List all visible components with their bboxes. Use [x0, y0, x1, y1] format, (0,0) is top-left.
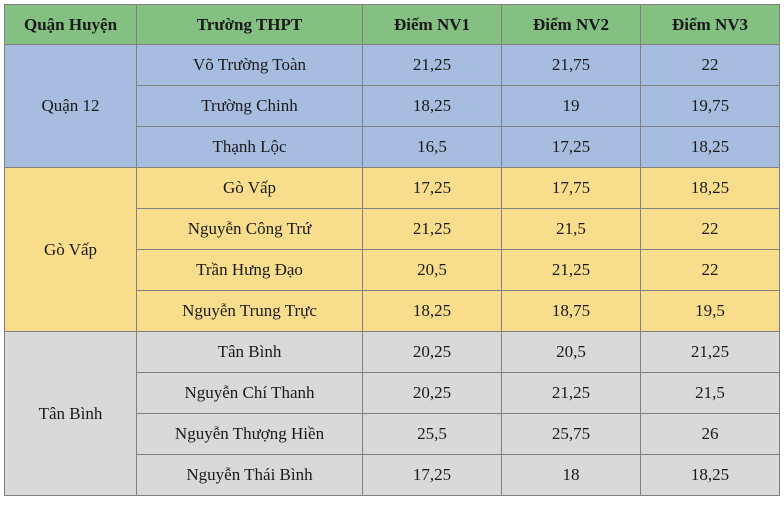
- school-cell: Thạnh Lộc: [137, 127, 363, 168]
- nv2-cell: 21,25: [502, 373, 641, 414]
- nv1-cell: 20,5: [363, 250, 502, 291]
- nv1-cell: 18,25: [363, 291, 502, 332]
- school-cell: Trần Hưng Đạo: [137, 250, 363, 291]
- nv2-cell: 25,75: [502, 414, 641, 455]
- nv1-cell: 17,25: [363, 455, 502, 496]
- nv2-cell: 18,75: [502, 291, 641, 332]
- nv2-cell: 17,25: [502, 127, 641, 168]
- nv3-cell: 19,5: [641, 291, 780, 332]
- district-cell: Gò Vấp: [5, 168, 137, 332]
- school-cell: Nguyễn Trung Trực: [137, 291, 363, 332]
- table-row: Gò VấpGò Vấp17,2517,7518,25: [5, 168, 780, 209]
- nv1-cell: 20,25: [363, 373, 502, 414]
- nv3-cell: 18,25: [641, 455, 780, 496]
- nv1-cell: 16,5: [363, 127, 502, 168]
- school-cell: Tân Bình: [137, 332, 363, 373]
- nv2-cell: 21,5: [502, 209, 641, 250]
- nv1-cell: 21,25: [363, 209, 502, 250]
- col-nv1: Điểm NV1: [363, 5, 502, 45]
- nv3-cell: 22: [641, 45, 780, 86]
- nv3-cell: 21,5: [641, 373, 780, 414]
- header-row: Quận Huyện Trường THPT Điểm NV1 Điểm NV2…: [5, 5, 780, 45]
- school-cell: Nguyễn Chí Thanh: [137, 373, 363, 414]
- nv3-cell: 26: [641, 414, 780, 455]
- score-table: Quận Huyện Trường THPT Điểm NV1 Điểm NV2…: [4, 4, 780, 496]
- nv2-cell: 19: [502, 86, 641, 127]
- nv1-cell: 18,25: [363, 86, 502, 127]
- school-cell: Trường Chinh: [137, 86, 363, 127]
- nv3-cell: 18,25: [641, 168, 780, 209]
- nv2-cell: 17,75: [502, 168, 641, 209]
- nv1-cell: 21,25: [363, 45, 502, 86]
- col-nv3: Điểm NV3: [641, 5, 780, 45]
- nv3-cell: 18,25: [641, 127, 780, 168]
- district-cell: Quận 12: [5, 45, 137, 168]
- table-row: Tân BìnhTân Bình20,2520,521,25: [5, 332, 780, 373]
- col-nv2: Điểm NV2: [502, 5, 641, 45]
- district-cell: Tân Bình: [5, 332, 137, 496]
- col-school: Trường THPT: [137, 5, 363, 45]
- nv2-cell: 21,25: [502, 250, 641, 291]
- school-cell: Nguyễn Thượng Hiền: [137, 414, 363, 455]
- nv1-cell: 20,25: [363, 332, 502, 373]
- school-cell: Nguyễn Công Trứ: [137, 209, 363, 250]
- school-cell: Võ Trường Toàn: [137, 45, 363, 86]
- school-cell: Nguyễn Thái Bình: [137, 455, 363, 496]
- nv2-cell: 21,75: [502, 45, 641, 86]
- nv1-cell: 17,25: [363, 168, 502, 209]
- table-row: Quận 12Võ Trường Toàn21,2521,7522: [5, 45, 780, 86]
- school-cell: Gò Vấp: [137, 168, 363, 209]
- col-district: Quận Huyện: [5, 5, 137, 45]
- nv3-cell: 22: [641, 250, 780, 291]
- nv1-cell: 25,5: [363, 414, 502, 455]
- nv3-cell: 21,25: [641, 332, 780, 373]
- nv3-cell: 22: [641, 209, 780, 250]
- nv2-cell: 18: [502, 455, 641, 496]
- nv3-cell: 19,75: [641, 86, 780, 127]
- nv2-cell: 20,5: [502, 332, 641, 373]
